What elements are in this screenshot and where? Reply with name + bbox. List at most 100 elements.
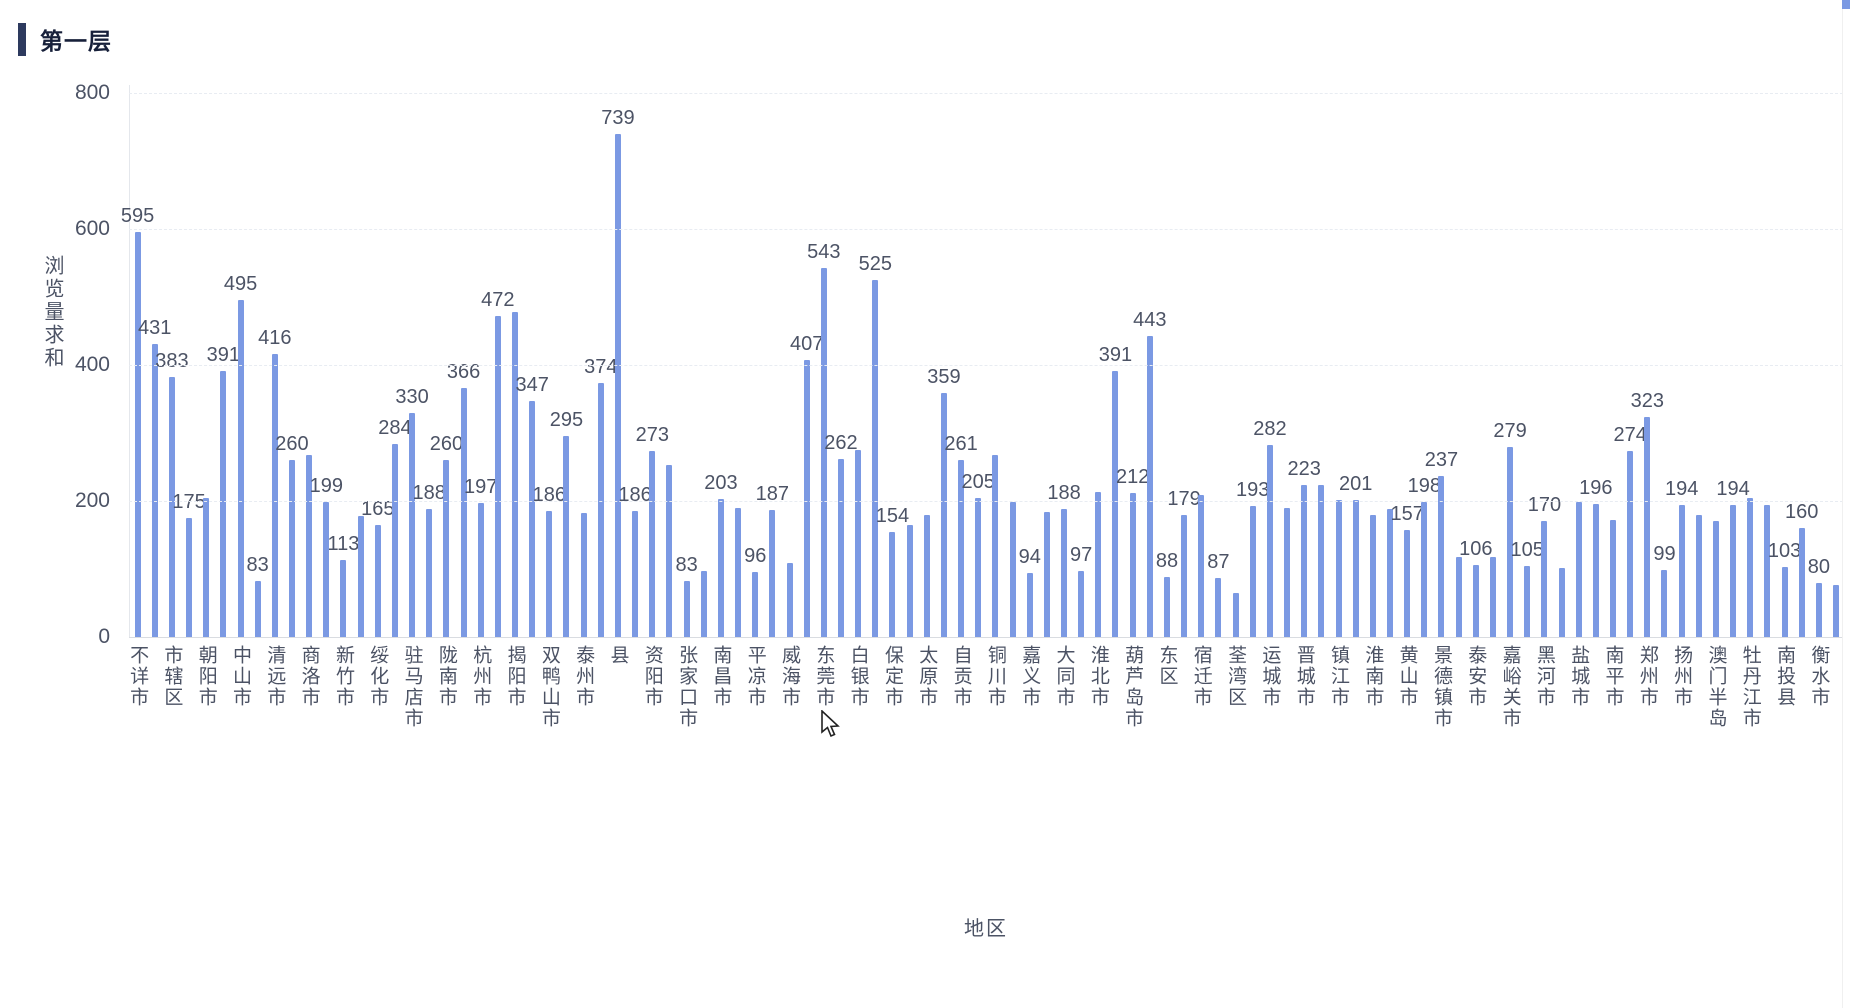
bar[interactable] [1712, 520, 1719, 637]
bar[interactable] [203, 498, 210, 637]
bar[interactable] [512, 311, 519, 637]
bar[interactable] [666, 464, 673, 637]
bar[interactable] [1575, 501, 1582, 637]
bar[interactable] [1215, 577, 1222, 637]
bar[interactable] [1489, 556, 1496, 637]
bar[interactable] [271, 354, 278, 637]
bar[interactable] [1764, 505, 1771, 637]
bar[interactable] [769, 509, 776, 637]
bar[interactable] [1369, 515, 1376, 637]
bar[interactable] [1335, 499, 1342, 637]
bar[interactable] [1095, 492, 1102, 637]
bar[interactable] [735, 507, 742, 637]
bar[interactable] [1266, 445, 1273, 637]
bar[interactable] [306, 454, 313, 637]
bar[interactable] [923, 515, 930, 637]
bar[interactable] [546, 510, 553, 637]
bar[interactable] [872, 280, 879, 637]
bar[interactable] [529, 401, 536, 637]
bar[interactable] [374, 524, 381, 637]
bar[interactable] [1163, 577, 1170, 637]
bar[interactable] [1404, 530, 1411, 637]
bar[interactable] [1301, 485, 1308, 637]
bar[interactable] [632, 510, 639, 637]
bar[interactable] [323, 501, 330, 637]
bar[interactable] [288, 460, 295, 637]
bar[interactable] [1695, 515, 1702, 637]
bar[interactable] [391, 443, 398, 637]
bar[interactable] [649, 451, 656, 637]
bar[interactable] [1747, 498, 1754, 637]
bar[interactable] [683, 580, 690, 637]
bar[interactable] [1009, 501, 1016, 637]
bar[interactable] [1061, 509, 1068, 637]
bar[interactable] [700, 571, 707, 637]
scrollbar-track[interactable] [1842, 0, 1850, 1008]
bar[interactable] [855, 450, 862, 637]
bar[interactable] [1129, 492, 1136, 637]
bar[interactable] [1644, 417, 1651, 637]
bar[interactable] [443, 460, 450, 637]
bar[interactable] [1730, 505, 1737, 637]
bar[interactable] [803, 360, 810, 637]
bar[interactable] [1284, 507, 1291, 637]
bar[interactable] [237, 300, 244, 637]
bar[interactable] [409, 412, 416, 637]
bar[interactable] [1558, 568, 1565, 637]
bar[interactable] [151, 343, 158, 637]
bar[interactable] [992, 454, 999, 637]
bar[interactable] [820, 267, 827, 637]
bar[interactable] [1798, 528, 1805, 637]
bar[interactable] [563, 436, 570, 637]
bar[interactable] [186, 518, 193, 637]
bar[interactable] [1524, 565, 1531, 637]
bar[interactable] [1781, 566, 1788, 637]
bar[interactable] [752, 571, 759, 637]
bar[interactable] [580, 513, 587, 637]
bar[interactable] [1541, 521, 1548, 637]
bar[interactable] [906, 524, 913, 637]
bar[interactable] [1352, 500, 1359, 637]
bar[interactable] [1026, 573, 1033, 637]
bar[interactable] [1455, 556, 1462, 637]
bar[interactable] [717, 498, 724, 637]
bar[interactable] [1146, 335, 1153, 637]
bar[interactable] [786, 562, 793, 637]
bar[interactable] [958, 459, 965, 637]
bar[interactable] [1627, 450, 1634, 637]
bar[interactable] [975, 497, 982, 637]
bar[interactable] [1833, 585, 1840, 637]
bar[interactable] [940, 392, 947, 637]
bar[interactable] [1078, 571, 1085, 637]
bar[interactable] [597, 382, 604, 637]
bar[interactable] [1815, 582, 1822, 637]
bar[interactable] [220, 371, 227, 637]
bar[interactable] [1661, 569, 1668, 637]
bar[interactable] [1198, 494, 1205, 637]
bar[interactable] [426, 509, 433, 637]
bar[interactable] [837, 458, 844, 637]
bar[interactable] [1438, 475, 1445, 637]
bar[interactable] [1592, 503, 1599, 637]
bar[interactable] [460, 388, 467, 637]
bar[interactable] [1043, 511, 1050, 637]
bar[interactable] [1472, 564, 1479, 637]
bar[interactable] [1678, 505, 1685, 637]
bar[interactable] [1112, 371, 1119, 637]
bar[interactable] [1386, 509, 1393, 637]
bar[interactable] [614, 134, 621, 637]
bar[interactable] [134, 232, 141, 637]
bar[interactable] [1181, 515, 1188, 637]
bar[interactable] [168, 376, 175, 637]
bar[interactable] [254, 580, 261, 637]
bar[interactable] [477, 503, 484, 637]
bar[interactable] [1232, 592, 1239, 637]
bar[interactable] [889, 532, 896, 637]
bar[interactable] [357, 515, 364, 637]
bar[interactable] [1610, 520, 1617, 637]
bar[interactable] [1318, 484, 1325, 637]
bar[interactable] [494, 316, 501, 637]
bar[interactable] [340, 560, 347, 637]
bar[interactable] [1507, 447, 1514, 637]
bar[interactable] [1421, 502, 1428, 637]
